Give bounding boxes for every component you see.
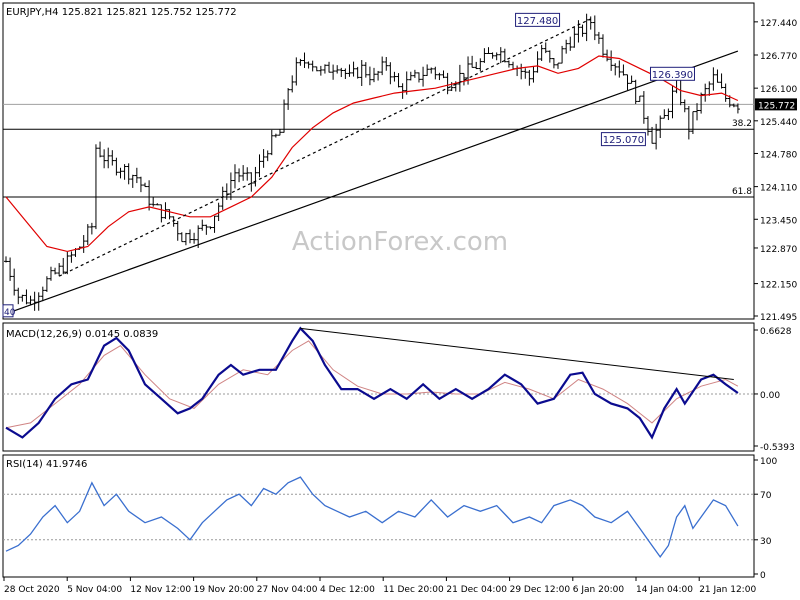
- y-tick-label: 0: [760, 571, 766, 581]
- last-price-label: 125.772: [758, 101, 795, 111]
- fib-level-label: 38.2: [732, 119, 752, 129]
- y-tick-label: 100: [760, 457, 777, 467]
- x-tick-label: 27 Nov 04:00: [257, 585, 318, 595]
- y-tick-label: 123.450: [760, 216, 797, 226]
- x-tick-label: 28 Oct 2020: [4, 585, 60, 595]
- rsi-panel-title: RSI(14) 41.9746: [6, 459, 87, 470]
- y-tick-label: 127.440: [760, 19, 797, 29]
- y-tick-label: -0.5393: [760, 443, 795, 453]
- y-tick-label: 125.440: [760, 118, 797, 128]
- price-annotation-label: 127.480: [517, 16, 558, 27]
- y-tick-label: 126.770: [760, 52, 797, 62]
- left-edge-label: 40: [4, 308, 16, 318]
- y-tick-label: 124.110: [760, 184, 797, 194]
- y-tick-label: 70: [760, 491, 772, 501]
- fib-level-label: 61.8: [732, 187, 752, 197]
- x-tick-label: 14 Jan 04:00: [636, 585, 693, 595]
- watermark: ActionForex.com: [292, 227, 508, 257]
- y-tick-label: 126.100: [760, 85, 797, 95]
- y-tick-label: 30: [760, 537, 772, 547]
- price-annotation-label: 126.390: [652, 70, 693, 81]
- x-tick-label: 11 Dec 20:00: [383, 585, 444, 595]
- x-tick-label: 19 Nov 20:00: [194, 585, 255, 595]
- x-tick-label: 21 Jan 12:00: [699, 585, 756, 595]
- x-tick-label: 6 Jan 20:00: [573, 585, 625, 595]
- y-tick-label: 122.150: [760, 281, 797, 291]
- x-tick-label: 29 Dec 12:00: [510, 585, 571, 595]
- macd-panel-title: MACD(12,26,9) 0.0145 0.0839: [6, 329, 158, 340]
- y-tick-label: 122.870: [760, 245, 797, 255]
- x-tick-label: 4 Dec 12:00: [320, 585, 375, 595]
- x-tick-label: 21 Dec 04:00: [446, 585, 507, 595]
- y-tick-label: 0.00: [760, 391, 780, 401]
- y-tick-label: 121.495: [760, 313, 797, 323]
- price-annotation-label: 125.070: [603, 135, 644, 146]
- x-tick-label: 12 Nov 12:00: [130, 585, 191, 595]
- y-tick-label: 124.780: [760, 150, 797, 160]
- price-panel-title: EURJPY,H4 125.821 125.821 125.752 125.77…: [6, 7, 237, 18]
- x-tick-label: 5 Nov 04:00: [67, 585, 122, 595]
- y-tick-label: 0.6628: [760, 327, 792, 337]
